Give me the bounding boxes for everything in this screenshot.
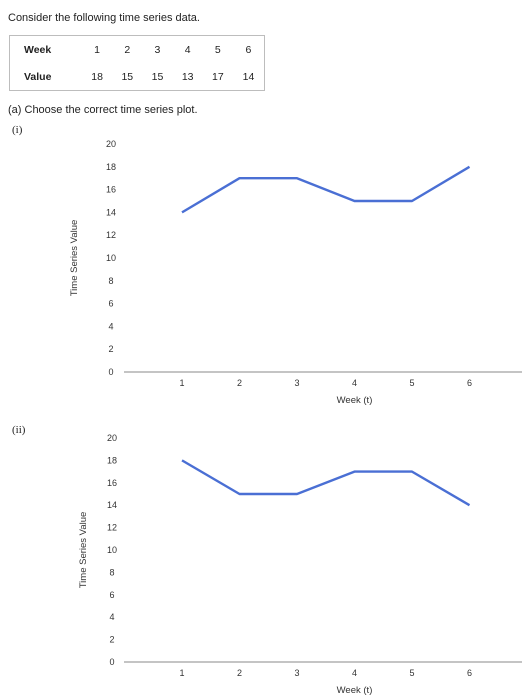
- x-tick-label: 3: [294, 378, 299, 388]
- y-tick-label: 16: [106, 185, 116, 195]
- y-tick-label: 18: [106, 162, 116, 172]
- x-tick-label: 1: [179, 668, 184, 678]
- x-tick-label: 4: [352, 668, 357, 678]
- x-tick-label: 4: [352, 378, 357, 388]
- y-axis-title: Time Series Value: [78, 512, 89, 589]
- value-cell: 18: [91, 70, 103, 83]
- y-tick-label: 6: [108, 299, 113, 309]
- y-tick-label: 12: [107, 523, 117, 533]
- y-tick-label: 4: [109, 612, 114, 622]
- week-cell: 4: [184, 43, 191, 56]
- option-label-ii[interactable]: (ii): [12, 424, 26, 436]
- x-axis-title: Week (t): [337, 395, 373, 406]
- y-tick-label: 8: [108, 276, 113, 286]
- x-tick-label: 3: [294, 668, 299, 678]
- x-tick-label: 2: [237, 378, 242, 388]
- week-cell: 1: [94, 43, 101, 56]
- value-cell: 13: [181, 70, 194, 83]
- y-tick-label: 4: [108, 321, 113, 331]
- y-tick-label: 8: [109, 567, 114, 577]
- y-tick-label: 20: [106, 139, 116, 149]
- x-tick-label: 5: [409, 378, 414, 388]
- chart-option-i[interactable]: 0 2 4 6 8 10 12 14 16 18 20 1 2 3 4 5 6 Week (t) Time Seri…: [0, 128, 532, 418]
- y-tick-label: 20: [107, 433, 117, 443]
- y-tick-label: 6: [109, 590, 114, 600]
- y-tick-label: 16: [107, 478, 117, 488]
- y-tick-label: 2: [109, 635, 114, 645]
- x-tick-label: 2: [237, 668, 242, 678]
- y-axis-title: Time Series Value: [69, 220, 80, 297]
- week-cell: 6: [245, 43, 252, 56]
- value-cell: 17: [212, 70, 224, 83]
- y-tick-label: 2: [108, 344, 113, 354]
- chart-option-ii[interactable]: 0 2 4 6 8 10 12 14 16 18 20 1 2 3 4 5 6 Week (t) Time Seri…: [0, 420, 532, 700]
- y-tick-label: 10: [106, 253, 116, 263]
- x-tick-label: 6: [467, 668, 472, 678]
- intro-text: Consider the following time series data.: [8, 12, 200, 24]
- series-line: [181, 459, 471, 507]
- data-table: Week 1 2 3 4 5 6 Value 18 15 15 13 17 14: [9, 35, 265, 91]
- question-text: (a) Choose the correct time series plot.: [8, 104, 198, 116]
- y-tick-label: 0: [109, 657, 114, 667]
- y-tick-label: 10: [107, 545, 117, 555]
- x-tick-label: 6: [467, 378, 472, 388]
- y-tick-label: 18: [107, 455, 117, 465]
- week-cell: 3: [154, 43, 161, 56]
- y-tick-label: 14: [106, 207, 116, 217]
- x-tick-label: 5: [409, 668, 414, 678]
- x-axis-title: Week (t): [337, 685, 373, 696]
- week-row: Week 1 2 3 4 5 6: [10, 36, 265, 64]
- week-cell: 2: [124, 43, 131, 56]
- week-header: Week: [24, 43, 52, 56]
- option-label-i[interactable]: (i): [12, 124, 23, 136]
- value-row: Value 18 15 15 13 17 14: [10, 63, 265, 91]
- week-cell: 5: [214, 43, 221, 56]
- y-tick-label: 14: [107, 500, 117, 510]
- series-line: [181, 165, 471, 214]
- value-cell: 14: [242, 70, 255, 83]
- value-cell: 15: [151, 70, 164, 83]
- value-header: Value: [24, 70, 52, 83]
- x-tick-label: 1: [179, 378, 184, 388]
- value-cell: 15: [121, 70, 134, 83]
- y-tick-label: 12: [106, 230, 116, 240]
- y-tick-label: 0: [108, 367, 113, 377]
